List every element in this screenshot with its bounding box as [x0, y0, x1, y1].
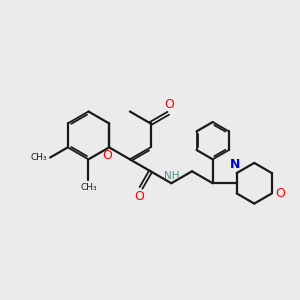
- Text: O: O: [135, 190, 145, 203]
- Text: N: N: [230, 158, 240, 171]
- Text: O: O: [275, 187, 285, 200]
- Text: NH: NH: [164, 171, 179, 181]
- Text: O: O: [165, 98, 175, 111]
- Text: CH₃: CH₃: [31, 153, 47, 162]
- Text: O: O: [102, 149, 112, 162]
- Text: CH₃: CH₃: [80, 183, 97, 192]
